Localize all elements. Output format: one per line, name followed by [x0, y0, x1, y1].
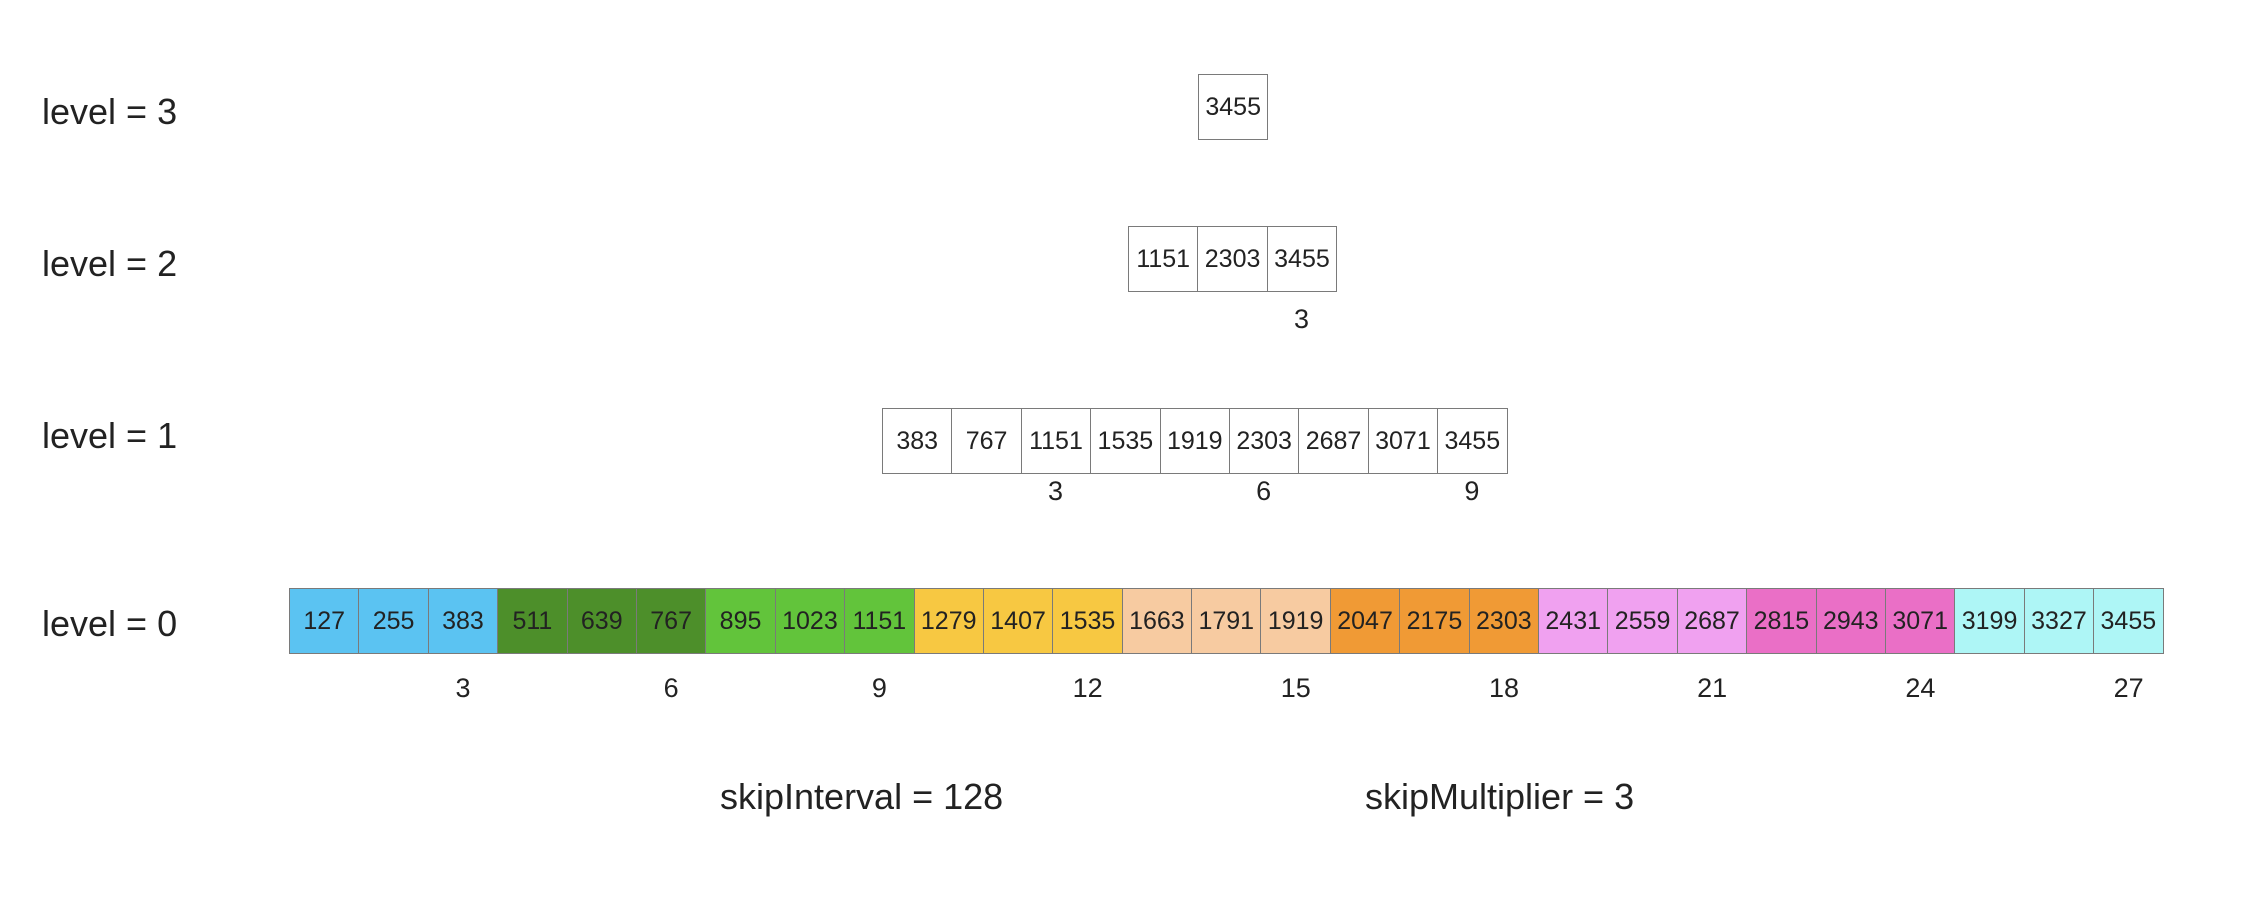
- level-1-index-tick: 9: [1464, 476, 1480, 506]
- level-1-cell: 3071: [1367, 408, 1439, 474]
- level-0-cell: 127: [289, 588, 360, 654]
- level-1-cell: 767: [951, 408, 1022, 474]
- level-0-cell: 767: [635, 588, 707, 654]
- level-0-cell: 3455: [2093, 588, 2164, 654]
- level-1-cell: 1919: [1159, 408, 1230, 474]
- level-0-cell: 1791: [1191, 588, 1262, 654]
- level-0-index-tick: 12: [1072, 673, 1103, 703]
- level-2-row: 1151 2303 3455: [1128, 226, 1338, 292]
- level-3-label: level = 3: [42, 91, 178, 132]
- level-0-cell: 2047: [1329, 588, 1401, 654]
- level-1-cell: 2303: [1228, 408, 1300, 474]
- level-0-index-tick: 27: [2113, 673, 2144, 703]
- level-0-cell: 255: [358, 588, 429, 654]
- level-0-cell: 3199: [1954, 588, 2025, 654]
- level-1-cell: 383: [882, 408, 953, 474]
- level-2-cell: 3455: [1266, 226, 1338, 292]
- level-0-cell: 2559: [1607, 588, 1678, 654]
- skip-interval-label: skipInterval = 128: [720, 776, 1004, 817]
- level-0-cell: 1663: [1121, 588, 1193, 654]
- level-0-cell: 895: [705, 588, 776, 654]
- level-0-cell: 1535: [1052, 588, 1123, 654]
- level-0-cell: 3327: [2023, 588, 2095, 654]
- level-0-index-tick: 24: [1905, 673, 1936, 703]
- level-0-cell: 2431: [1538, 588, 1609, 654]
- level-1-cell: 2687: [1298, 408, 1369, 474]
- level-0-row: 127 255 383 511 639 767 895 1023 1151 1279 1407 153…: [289, 588, 2164, 654]
- level-0-cell: 511: [497, 588, 568, 654]
- level-0-cell: 2943: [1815, 588, 1886, 654]
- level-0-index-tick: 9: [871, 673, 887, 703]
- level-0-cell: 2687: [1676, 588, 1748, 654]
- level-0-cell: 2815: [1746, 588, 1817, 654]
- level-1-cell: 1151: [1020, 408, 1092, 474]
- level-1-index-tick: 6: [1256, 476, 1272, 506]
- level-0-cell: 1023: [774, 588, 846, 654]
- level-0-cell: 1151: [844, 588, 915, 654]
- level-0-cell: 383: [427, 588, 499, 654]
- level-2-cell: 1151: [1128, 226, 1199, 292]
- level-0-cell: 1407: [982, 588, 1054, 654]
- level-1-row: 383 767 1151 1535 1919 2303 2687 3071 3455: [882, 408, 1508, 474]
- level-0-cell: 639: [566, 588, 637, 654]
- level-1-label: level = 1: [42, 415, 178, 456]
- level-3-cell: 3455: [1198, 74, 1269, 140]
- level-0-index-tick: 21: [1697, 673, 1728, 703]
- level-3-row: 3455: [1198, 74, 1269, 140]
- level-0-cell: 1919: [1260, 588, 1331, 654]
- level-1-cell: 1535: [1090, 408, 1161, 474]
- level-1-index-tick: 3: [1047, 476, 1064, 506]
- level-0-index-tick: 18: [1488, 673, 1520, 703]
- level-0-index-tick: 3: [455, 673, 471, 703]
- level-1-cell: 3455: [1437, 408, 1508, 474]
- level-0-cell: 1279: [913, 588, 984, 654]
- level-2-index-tick: 3: [1293, 304, 1310, 334]
- level-2-label: level = 2: [42, 243, 178, 284]
- level-0-index-tick: 15: [1280, 673, 1311, 703]
- level-0-cell: 3071: [1884, 588, 1956, 654]
- level-0-index-tick: 6: [663, 673, 679, 703]
- level-0-cell: 2175: [1399, 588, 1470, 654]
- skip-multiplier-label: skipMultiplier = 3: [1365, 776, 1635, 817]
- level-0-label: level = 0: [42, 603, 178, 644]
- level-0-cell: 2303: [1468, 588, 1540, 654]
- level-2-cell: 2303: [1197, 226, 1268, 292]
